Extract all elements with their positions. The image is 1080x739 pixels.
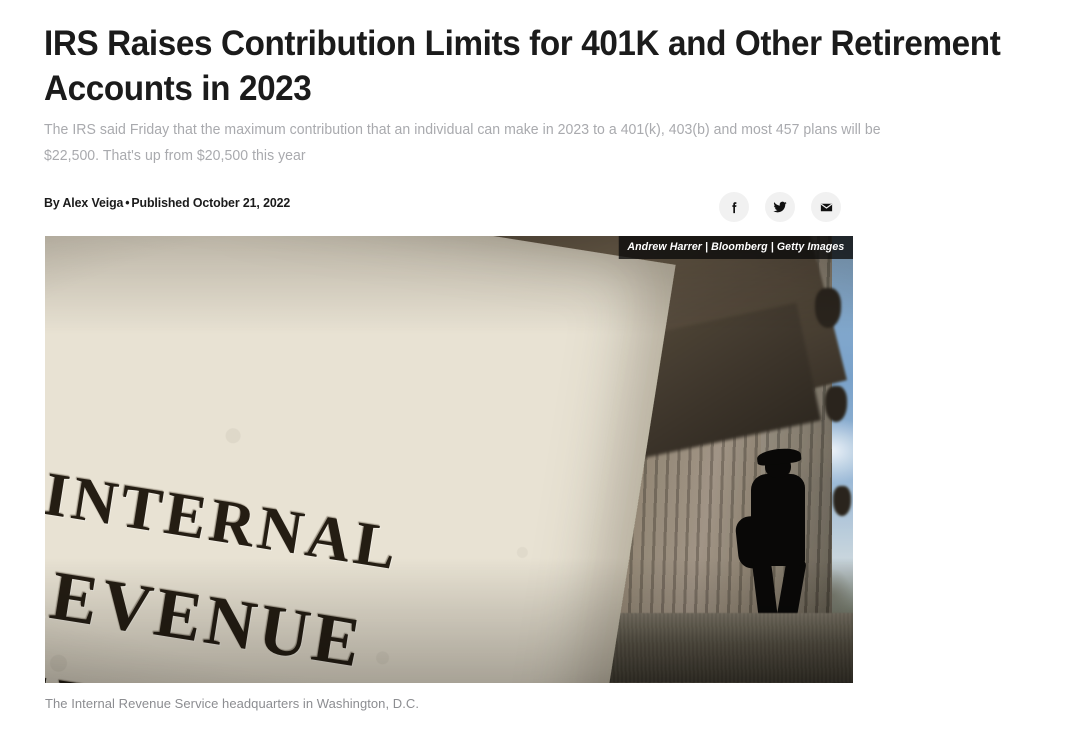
article-figure: INTERNAL REVENUE SERVICE Andrew Harrer |… (45, 236, 853, 683)
share-email-button[interactable] (811, 192, 841, 222)
byline: By Alex Veiga • Published October 21, 2022 (44, 195, 290, 210)
byline-separator: • (125, 195, 130, 210)
email-icon (819, 200, 834, 215)
share-group (719, 192, 841, 222)
photo-wall-lamp (825, 386, 847, 422)
byline-author: By Alex Veiga (44, 195, 124, 210)
twitter-icon (772, 199, 788, 215)
byline-published: Published October 21, 2022 (131, 195, 291, 210)
photo-wall-lamp (833, 486, 851, 516)
page-title: IRS Raises Contribution Limits for 401K … (44, 24, 1001, 108)
photo-credit: Andrew Harrer | Bloomberg | Getty Images (618, 236, 853, 259)
article-standfirst: The IRS said Friday that the maximum con… (44, 122, 881, 164)
share-twitter-button[interactable] (765, 192, 795, 222)
photo-wall-lamp (815, 288, 841, 328)
facebook-icon (727, 200, 742, 215)
photo-caption: The Internal Revenue Service headquarter… (45, 696, 419, 711)
byline-row: By Alex Veiga • Published October 21, 2022 (44, 192, 1056, 226)
share-facebook-button[interactable] (719, 192, 749, 222)
article-photo: INTERNAL REVENUE SERVICE Andrew Harrer |… (45, 236, 853, 683)
